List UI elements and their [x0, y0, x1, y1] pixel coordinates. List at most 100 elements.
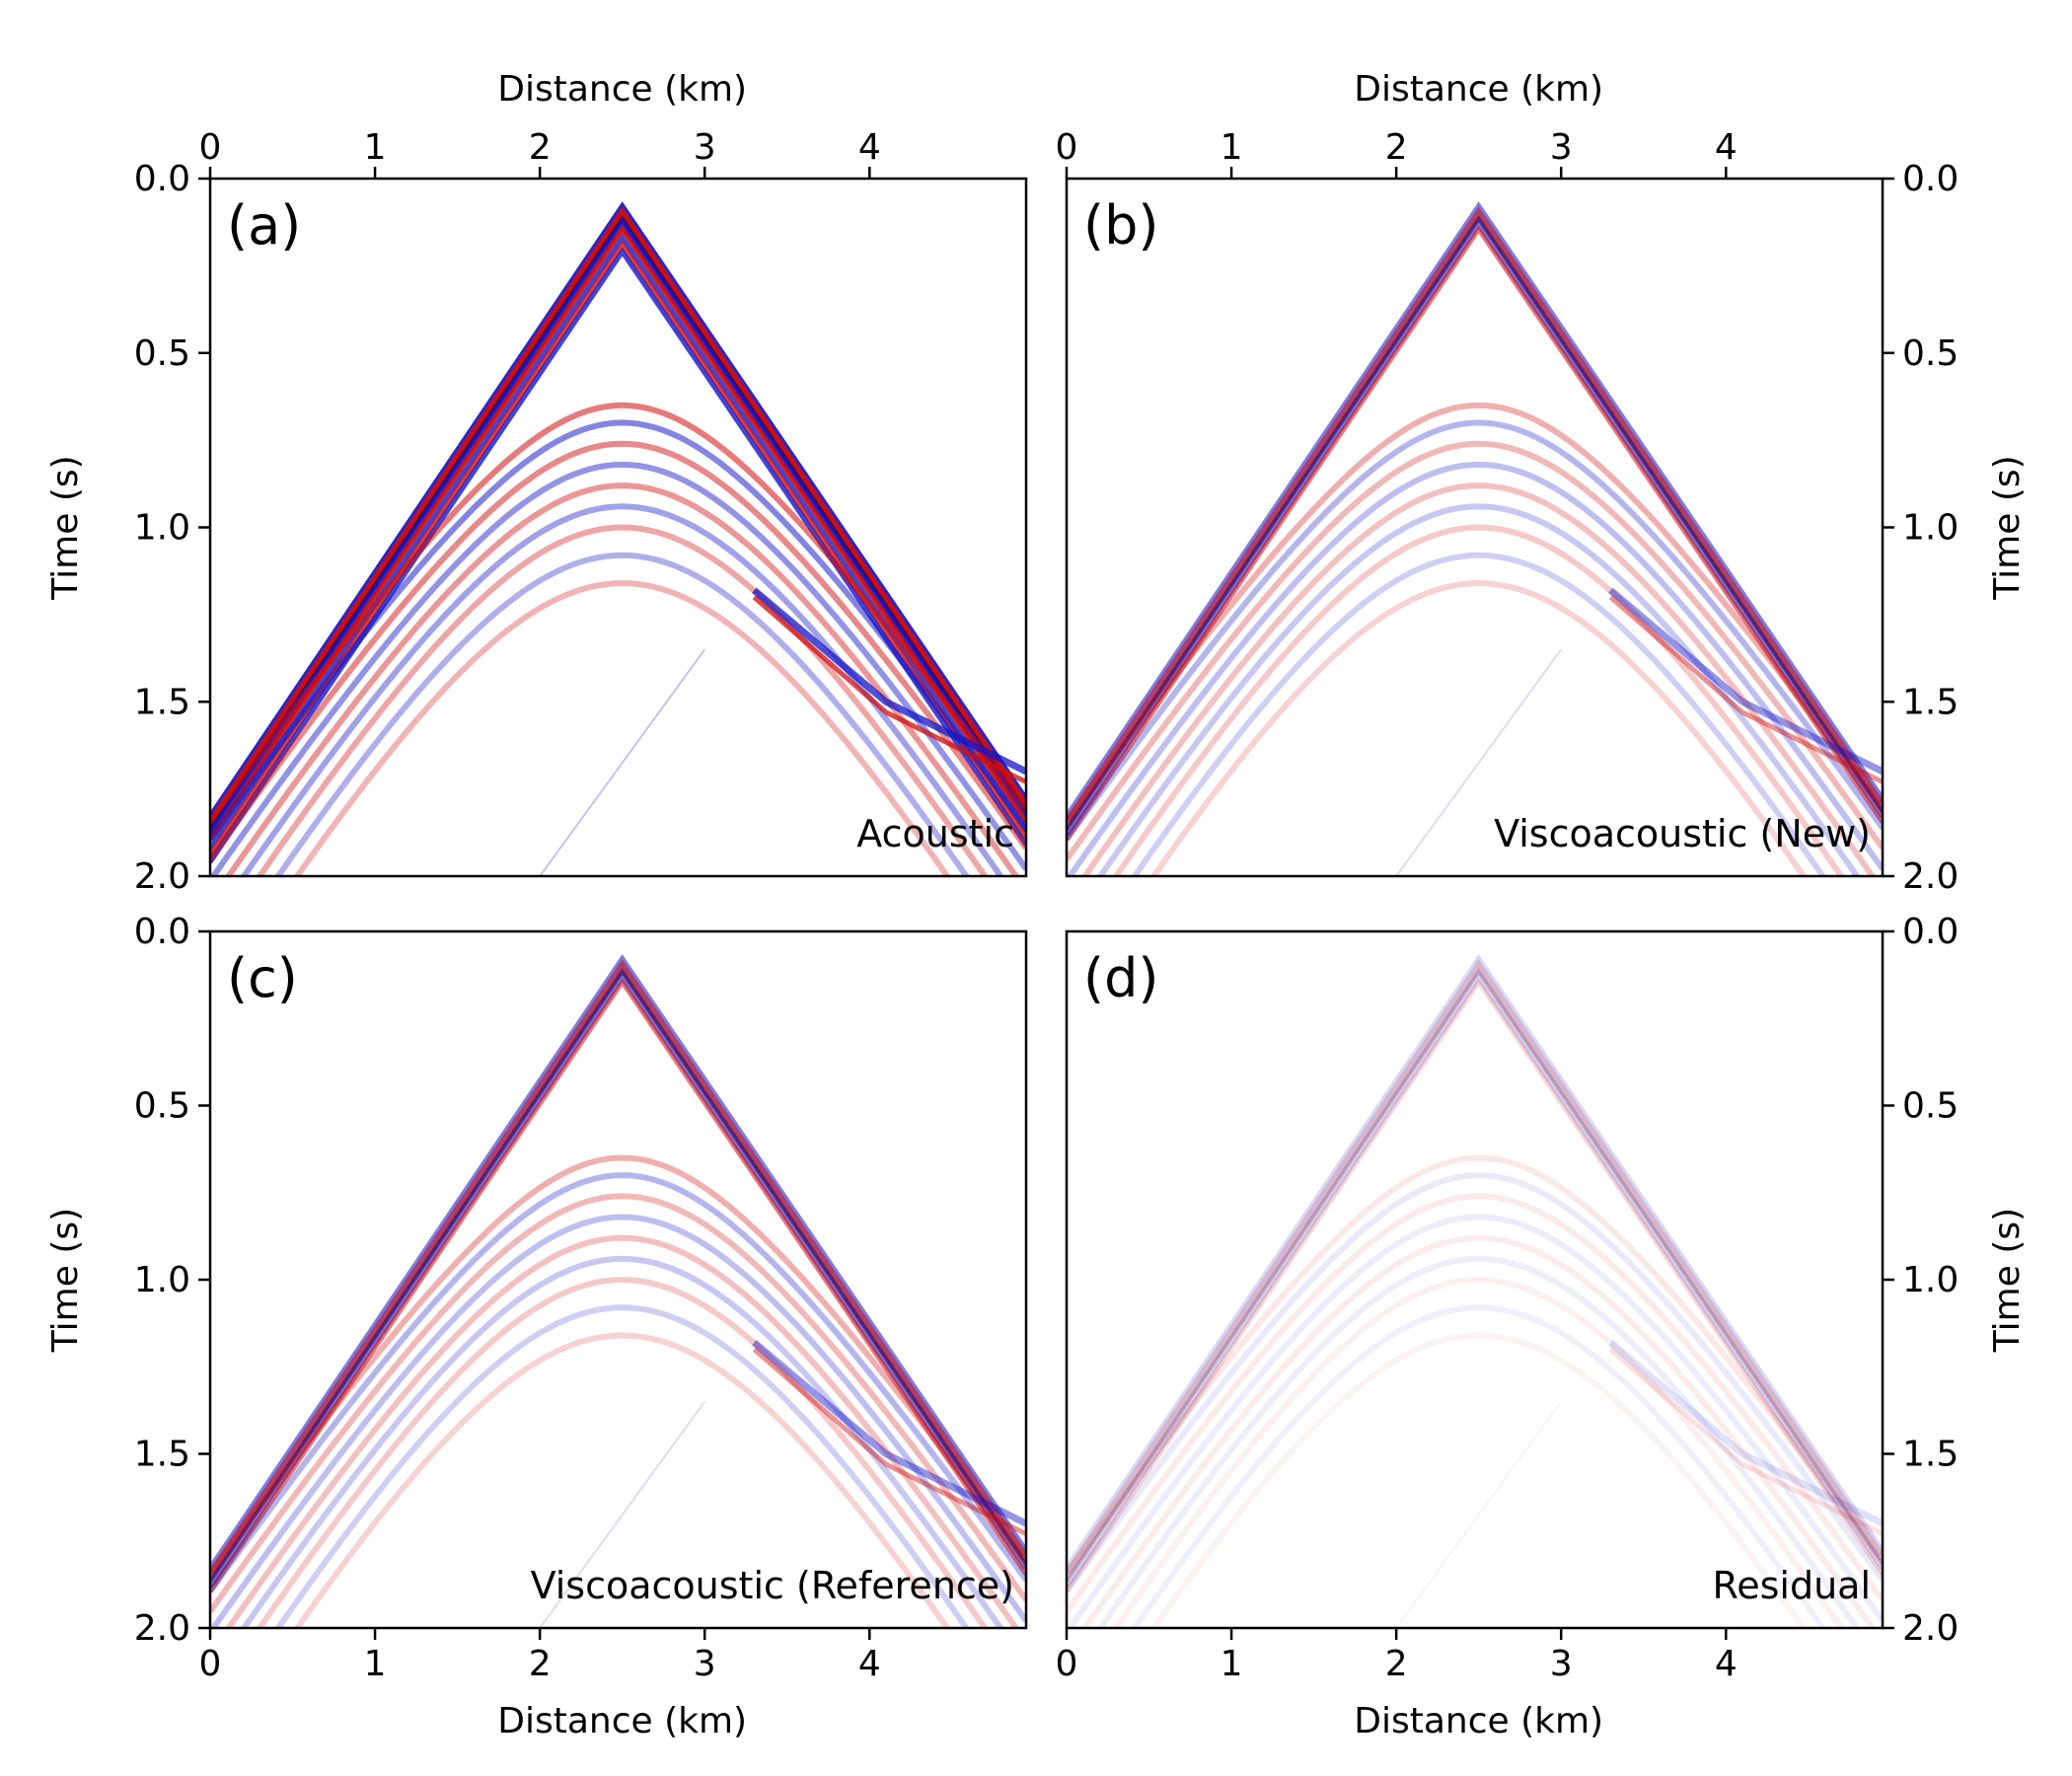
y-tick-label: 1.0: [134, 508, 190, 549]
panel-title: Viscoacoustic (Reference): [531, 1564, 1014, 1607]
y-tick-label: 0.0: [134, 159, 190, 199]
plot-background: [210, 179, 1026, 876]
reflection-trace: [1067, 402, 1883, 824]
wavefield: [210, 954, 1026, 1628]
x-tick-label: 4: [858, 127, 881, 168]
reflection-trace: [1067, 419, 1883, 842]
reflection-trace: [240, 503, 1004, 876]
reflection-trace: [210, 419, 1026, 842]
panel-letter: (c): [227, 947, 298, 1009]
panel-title: Viscoacoustic (New): [1494, 812, 1871, 855]
reflection-trace: [256, 524, 989, 876]
reflection-trace: [1608, 1347, 1883, 1536]
diffraction-trace: [1395, 1400, 1563, 1628]
plot-background: [210, 931, 1026, 1628]
x-tick-label: 0: [1056, 127, 1078, 168]
plot-background: [1067, 179, 1883, 876]
x-tick-label: 4: [1715, 127, 1738, 168]
x-tick-label: 1: [1221, 1644, 1243, 1684]
x-tick-label: 1: [364, 1644, 387, 1684]
reflection-trace: [1131, 552, 1827, 876]
reflection-trace: [210, 1154, 1026, 1576]
panel-c: 0 1 2 3 4 Distance (km) 0.0 0.5 1.0 1.5 2.0 Time (s…: [45, 912, 1028, 1741]
reflection-trace: [1067, 461, 1883, 876]
diffraction-trace: [1395, 648, 1563, 876]
x-tick-label: 2: [1385, 1644, 1408, 1684]
y-tick-label: 1.5: [134, 1435, 190, 1475]
direct-wave-trace: [1067, 206, 1883, 827]
y-tick-label: 1.0: [134, 1260, 190, 1300]
x-axis-label: Distance (km): [1354, 69, 1603, 110]
reflection-trace: [1608, 595, 1883, 784]
reflection-trace: [256, 1276, 989, 1628]
reflection-trace: [1131, 1304, 1827, 1628]
reflection-trace: [1149, 580, 1808, 876]
x-tick-label: 3: [1550, 127, 1573, 168]
y-tick-label: 2.0: [134, 1608, 190, 1649]
y-tick-label: 0.0: [134, 912, 190, 952]
reflection-trace: [210, 1193, 1026, 1613]
reflection-trace: [1067, 1214, 1883, 1628]
reflection-trace: [210, 402, 1026, 824]
y-tick-label: 2.0: [1902, 1608, 1959, 1649]
direct-wave-trace: [210, 217, 1026, 836]
panel-a: 0 1 2 3 4 Distance (km) 0.0 0.5 1.0 1.5 2.0 Time (s…: [45, 69, 1028, 897]
reflection-trace: [274, 1304, 971, 1628]
y-tick-label: 1.5: [1902, 1435, 1959, 1475]
direct-wave-trace: [210, 206, 1026, 827]
panel-b: 0 1 2 3 4 Distance (km) 0.0 0.5 1.0 1.5 2.0 Time (s…: [1056, 69, 2028, 897]
panel-letter: (d): [1083, 947, 1158, 1009]
y-axis-label: Time (s): [45, 455, 86, 600]
x-tick-label: 4: [858, 1644, 881, 1684]
y-tick-label: 1.0: [1902, 508, 1959, 549]
wavefield: [1067, 954, 1883, 1628]
panel-title: Residual: [1713, 1564, 1871, 1607]
direct-wave-trace: [1067, 217, 1883, 836]
x-tick-label: 1: [1221, 127, 1243, 168]
direct-wave-trace: [210, 977, 1026, 1593]
reflection-trace: [1112, 524, 1845, 876]
x-tick-label: 2: [1385, 127, 1408, 168]
reflection-trace: [1096, 1255, 1861, 1628]
x-tick-label: 0: [1056, 1644, 1078, 1684]
y-tick-label: 0.5: [1902, 1086, 1959, 1127]
direct-wave-trace: [210, 959, 1026, 1579]
diffraction-trace: [539, 1400, 706, 1628]
y-tick-label: 0.5: [134, 333, 190, 374]
y-axis-label: Time (s): [45, 1208, 86, 1353]
direct-wave-trace: [1067, 954, 1883, 1575]
diffraction-trace: [539, 648, 706, 876]
direct-wave-trace: [1067, 959, 1883, 1579]
reflection-trace: [293, 580, 951, 876]
reflection-trace: [752, 595, 1026, 784]
reflection-trace: [1067, 1172, 1883, 1593]
reflection-trace: [1067, 1193, 1883, 1613]
y-tick-label: 0.0: [1902, 912, 1959, 952]
reflection-trace: [1080, 1234, 1877, 1628]
y-tick-label: 0.0: [1902, 159, 1959, 199]
wavefield: [210, 201, 1026, 876]
reflection-trace: [210, 461, 1026, 876]
reflection-trace: [224, 1234, 1020, 1628]
reflection-trace: [1608, 587, 1883, 776]
y-tick-label: 2.0: [134, 856, 190, 897]
reflection-trace: [210, 1214, 1026, 1628]
x-axis-label: Distance (km): [1354, 1701, 1603, 1741]
x-tick-label: 2: [529, 127, 552, 168]
y-tick-label: 2.0: [1902, 856, 1959, 897]
y-axis-label: Time (s): [1987, 1208, 2028, 1353]
reflection-trace: [752, 1347, 1026, 1536]
x-axis-label: Distance (km): [497, 69, 747, 110]
reflection-trace: [274, 552, 971, 876]
reflection-trace: [752, 587, 1026, 776]
reflection-trace: [1149, 1332, 1808, 1628]
x-tick-label: 3: [1550, 1644, 1573, 1684]
direct-wave-trace: [1067, 224, 1883, 842]
reflection-trace: [1067, 1154, 1883, 1576]
reflection-trace: [1112, 1276, 1845, 1628]
y-tick-label: 0.5: [134, 1086, 190, 1127]
direct-wave-trace: [1067, 968, 1883, 1583]
panel-letter: (b): [1083, 194, 1158, 257]
x-tick-label: 4: [1715, 1644, 1738, 1684]
reflection-trace: [210, 440, 1026, 861]
